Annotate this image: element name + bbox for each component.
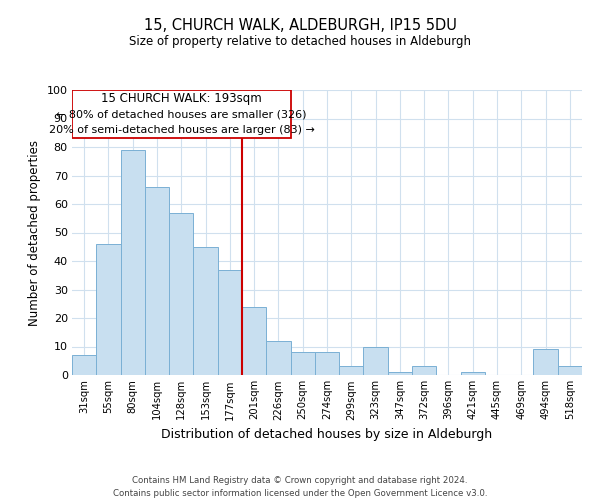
Bar <box>533 350 558 375</box>
Text: 15 CHURCH WALK: 193sqm: 15 CHURCH WALK: 193sqm <box>101 92 262 105</box>
Bar <box>145 187 169 375</box>
Bar <box>72 355 96 375</box>
Bar <box>388 372 412 375</box>
Bar <box>193 246 218 375</box>
Bar <box>169 212 193 375</box>
Bar <box>315 352 339 375</box>
Bar <box>218 270 242 375</box>
X-axis label: Distribution of detached houses by size in Aldeburgh: Distribution of detached houses by size … <box>161 428 493 441</box>
Bar <box>73 90 290 138</box>
Text: 20% of semi-detached houses are larger (83) →: 20% of semi-detached houses are larger (… <box>49 126 314 136</box>
Bar <box>558 366 582 375</box>
Bar <box>461 372 485 375</box>
Bar <box>364 346 388 375</box>
Text: 15, CHURCH WALK, ALDEBURGH, IP15 5DU: 15, CHURCH WALK, ALDEBURGH, IP15 5DU <box>143 18 457 32</box>
Text: Contains HM Land Registry data © Crown copyright and database right 2024.
Contai: Contains HM Land Registry data © Crown c… <box>113 476 487 498</box>
Text: ← 80% of detached houses are smaller (326): ← 80% of detached houses are smaller (32… <box>56 109 307 119</box>
Bar <box>242 306 266 375</box>
Y-axis label: Number of detached properties: Number of detached properties <box>28 140 41 326</box>
Bar <box>339 366 364 375</box>
Bar <box>96 244 121 375</box>
Text: Size of property relative to detached houses in Aldeburgh: Size of property relative to detached ho… <box>129 35 471 48</box>
Bar <box>290 352 315 375</box>
Bar <box>412 366 436 375</box>
Bar <box>266 341 290 375</box>
Bar <box>121 150 145 375</box>
